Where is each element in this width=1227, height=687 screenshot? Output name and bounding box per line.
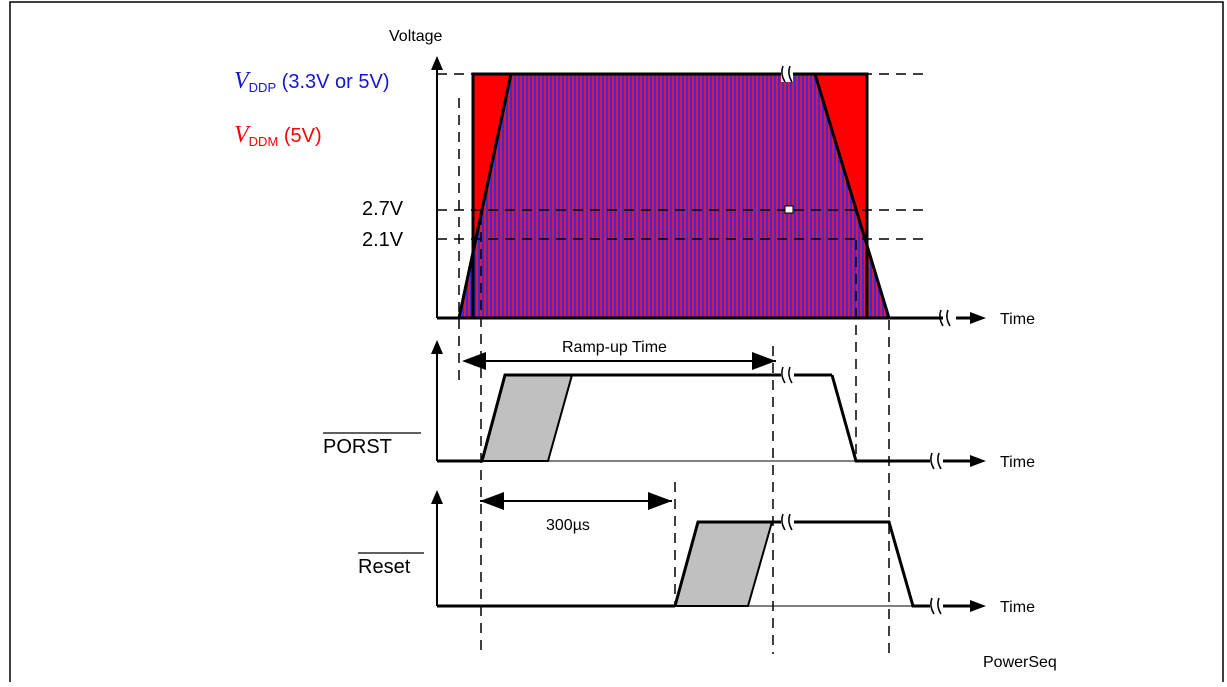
reset-break-icon	[781, 513, 793, 531]
level-2-1-label: 2.1V	[362, 229, 404, 251]
delay-label: 300µs	[546, 517, 590, 534]
reset-plot: 300µs Time Reset	[358, 490, 1035, 616]
voltage-axis-arrow-icon	[431, 56, 443, 70]
top-break-icon	[781, 65, 793, 83]
reset-axis-arrow-icon	[431, 490, 443, 504]
porst-axis-break-icon	[930, 452, 942, 470]
time-label-1: Time	[1000, 311, 1035, 328]
ramp-up-left-arrow-icon	[462, 352, 486, 370]
time-arrow-icon	[970, 312, 986, 324]
axis-break-icon	[939, 309, 951, 327]
voltage-axis-label: Voltage	[389, 28, 442, 45]
delay-right-arrow-icon	[648, 492, 672, 510]
level-2-7-label: 2.7V	[362, 198, 404, 220]
porst-time-arrow-icon	[970, 455, 986, 467]
porst-label: PORST	[323, 436, 392, 458]
porst-transition-window	[480, 374, 574, 462]
reset-label: Reset	[358, 556, 411, 578]
time-label-2: Time	[1000, 454, 1035, 471]
figure-id: PowerSeq	[983, 654, 1057, 671]
ramp-up-label: Ramp-up Time	[562, 339, 667, 356]
reset-time-arrow-icon	[970, 600, 986, 612]
reset-signal-fall	[794, 520, 930, 608]
porst-break-icon	[781, 366, 793, 384]
mid-break-icon	[784, 205, 794, 214]
porst-axis-arrow-icon	[431, 340, 443, 354]
porst-plot: Ramp-up Time Time PORST	[323, 339, 1035, 471]
porst-signal-rise	[437, 373, 781, 463]
voltage-plot: Voltage Time 2.7V 2.1V VDDP (3.3V or 5V)…	[234, 28, 1035, 328]
porst-signal-fall	[830, 374, 930, 463]
reset-axis-break-icon	[930, 597, 942, 615]
vddp-area	[459, 74, 889, 318]
time-label-3: Time	[1000, 599, 1035, 616]
timing-guides	[458, 98, 890, 654]
reset-transition-window	[673, 521, 774, 607]
reset-signal-rise	[673, 520, 781, 607]
ramp-up-right-arrow-icon	[752, 352, 776, 370]
vddp-label: VDDP (3.3V or 5V)	[234, 68, 390, 95]
vddm-label: VDDM (5V)	[234, 122, 322, 149]
delay-left-arrow-icon	[480, 492, 504, 510]
